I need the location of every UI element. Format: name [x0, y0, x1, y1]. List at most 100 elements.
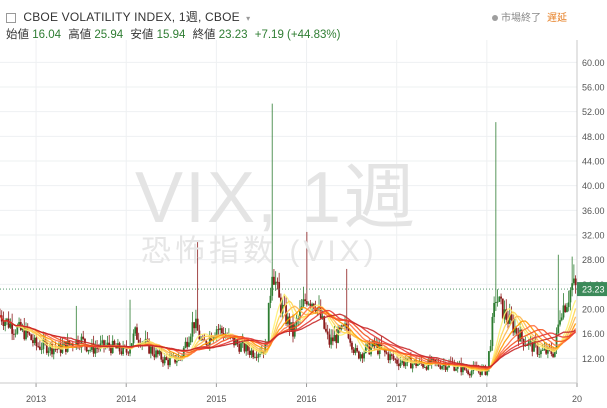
- candle-body: [233, 337, 235, 346]
- candle-body: [559, 320, 561, 325]
- candle-body: [49, 343, 52, 351]
- candle-body: [292, 322, 294, 337]
- candle-body: [207, 344, 209, 346]
- candle-body: [323, 316, 326, 329]
- candle-body: [163, 357, 166, 364]
- candle-body: [137, 339, 140, 343]
- candle-body: [240, 343, 242, 352]
- candle-body: [408, 357, 411, 359]
- y-tick-label: 20.00: [582, 305, 605, 315]
- candle-body: [160, 350, 163, 360]
- candle-body: [191, 322, 194, 337]
- candle-body: [134, 327, 137, 334]
- candle-body: [77, 340, 79, 347]
- candle-body: [262, 351, 265, 355]
- candle-body: [16, 326, 19, 334]
- candle-body: [221, 328, 223, 334]
- candle-body: [87, 349, 90, 352]
- status-dot-icon: [492, 15, 498, 22]
- candle-body: [184, 341, 187, 348]
- x-tick-label: 2018: [477, 394, 497, 404]
- y-tick-label: 60.00: [582, 58, 605, 68]
- candle-body: [363, 353, 365, 359]
- candle-body: [165, 357, 168, 360]
- candle-body: [279, 297, 282, 314]
- candle-body: [326, 331, 329, 335]
- candle-body: [519, 329, 522, 342]
- candle-body: [85, 345, 88, 352]
- candle-body: [7, 318, 10, 328]
- candle-body: [526, 345, 528, 347]
- candle-body: [299, 309, 301, 319]
- candle-body: [494, 302, 497, 303]
- candle-body: [442, 364, 445, 367]
- candle-body: [359, 354, 362, 359]
- candle-body: [18, 322, 20, 327]
- candle-body: [45, 342, 48, 353]
- candle-body: [252, 350, 255, 358]
- candle-body: [89, 349, 92, 351]
- candle-body: [396, 359, 398, 364]
- candle-body: [155, 350, 157, 358]
- candle-body: [383, 348, 386, 353]
- candle-body: [455, 368, 457, 371]
- open-label: 始値: [6, 29, 29, 41]
- candle-body: [156, 350, 159, 355]
- candle-body: [195, 318, 197, 329]
- candle-body: [247, 343, 249, 351]
- low-label: 安値: [130, 29, 154, 41]
- candle-body: [545, 348, 548, 354]
- candle-body: [390, 354, 393, 356]
- candle-body: [572, 278, 575, 284]
- chevron-down-icon[interactable]: ▾: [246, 14, 251, 23]
- candle-body: [425, 367, 428, 370]
- candle-body: [560, 317, 563, 321]
- candle-body: [529, 340, 532, 342]
- candle-body: [403, 360, 405, 366]
- candle-body: [283, 304, 286, 306]
- candle-body: [250, 350, 253, 355]
- candle-body: [82, 336, 85, 339]
- candle-body: [446, 367, 449, 370]
- candle-body: [432, 359, 435, 360]
- candle-body: [477, 370, 480, 372]
- candle-body: [387, 353, 390, 361]
- candle-body: [552, 353, 554, 357]
- candle-body: [162, 359, 164, 364]
- candle-body: [569, 290, 572, 303]
- candle-body: [248, 350, 251, 355]
- candle-body: [271, 276, 274, 296]
- candle-body: [288, 316, 291, 331]
- candle-body: [304, 299, 307, 302]
- candle-body: [486, 367, 489, 375]
- expand-icon[interactable]: [6, 12, 16, 23]
- candle-body: [11, 323, 14, 334]
- delay-badge: 遅延: [547, 13, 567, 24]
- candle-body: [411, 363, 414, 369]
- candle-body: [562, 305, 565, 318]
- candle-body: [571, 283, 574, 291]
- y-tick-label: 44.00: [582, 157, 605, 167]
- candle-body: [245, 343, 248, 352]
- symbol-title[interactable]: CBOE VOLATILITY INDEX, 1週, CBOE: [23, 10, 240, 24]
- candle-body: [538, 354, 541, 355]
- candle-body: [51, 343, 53, 355]
- candle-body: [385, 352, 388, 354]
- open-value: 16.04: [32, 29, 61, 41]
- ma-line: [0, 313, 576, 368]
- candle-body: [550, 348, 553, 354]
- candle-body: [47, 350, 50, 353]
- candle-body: [311, 303, 313, 307]
- candle-body: [479, 371, 482, 375]
- candle-body: [32, 340, 34, 344]
- candle-body: [357, 351, 360, 359]
- candle-body: [491, 316, 494, 347]
- candle-body: [9, 323, 12, 328]
- candle-body: [527, 341, 530, 346]
- y-tick-label: 16.00: [582, 329, 605, 339]
- candle-body: [125, 347, 128, 353]
- candle-body: [96, 348, 98, 350]
- candle-body: [543, 348, 546, 351]
- candle-body: [508, 314, 511, 324]
